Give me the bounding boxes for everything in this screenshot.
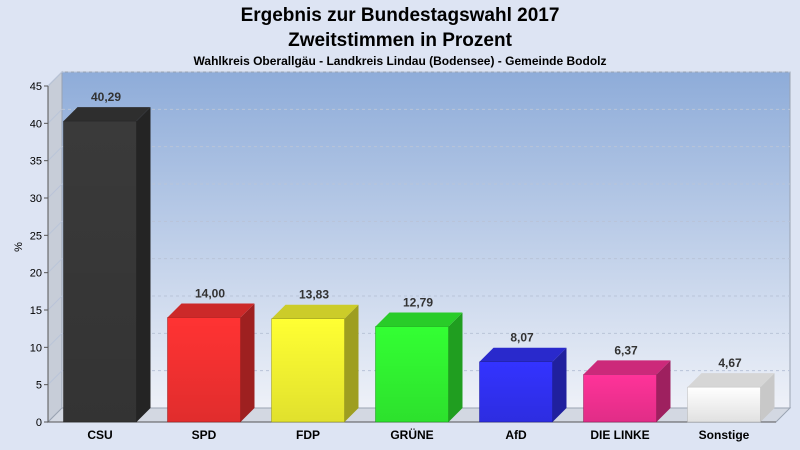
plot-side-wall bbox=[47, 70, 63, 424]
chart-location: Wahlkreis Oberallgäu - Landkreis Lindau … bbox=[194, 54, 607, 68]
y-tick-label: 30 bbox=[30, 193, 42, 205]
bar-top bbox=[63, 107, 151, 122]
x-tick-label: Sonstige bbox=[699, 428, 750, 442]
bar-side bbox=[656, 360, 671, 422]
bar-spd: 14,00 bbox=[167, 286, 255, 423]
bar-value-label: 12,79 bbox=[403, 296, 433, 310]
x-tick-label: DIE LINKE bbox=[590, 428, 649, 442]
gridline-side bbox=[47, 146, 63, 162]
category-labels: CSU SPD FDP GRÜNE AfD DIE LINKE Sonstige bbox=[87, 427, 749, 442]
bar-value-label: 4,67 bbox=[718, 356, 742, 370]
gridline-side bbox=[47, 258, 63, 274]
bar-top bbox=[687, 373, 775, 388]
gridline-side bbox=[47, 295, 63, 311]
x-tick-label: SPD bbox=[192, 428, 217, 442]
bar-top bbox=[375, 312, 463, 327]
bar-value-label: 6,37 bbox=[614, 343, 638, 357]
bar-front-shade bbox=[479, 361, 553, 422]
gridline-side bbox=[47, 220, 63, 236]
bar-top bbox=[167, 303, 255, 318]
y-tick-label: 25 bbox=[30, 230, 42, 242]
bar-front-shade bbox=[375, 326, 449, 422]
chart-subtitle: Zweitstimmen in Prozent bbox=[288, 30, 512, 51]
y-tick-label: 5 bbox=[36, 380, 42, 392]
bar-front-shade bbox=[167, 317, 241, 422]
gridline-side bbox=[47, 370, 63, 386]
bar-value-label: 14,00 bbox=[195, 286, 225, 300]
chart-title: Ergebnis zur Bundestagswahl 2017 bbox=[241, 5, 560, 26]
bar-top bbox=[479, 347, 567, 362]
x-tick-label: GRÜNE bbox=[390, 427, 433, 442]
bar-side bbox=[344, 304, 359, 422]
bar-grüne: 12,79 bbox=[375, 296, 463, 423]
bar-side bbox=[136, 107, 151, 422]
bar-front-shade bbox=[687, 387, 761, 422]
y-tick-label: 10 bbox=[30, 342, 42, 354]
bar-front-shade bbox=[271, 318, 345, 422]
bar-afd: 8,07 bbox=[479, 331, 567, 423]
bar-side bbox=[240, 303, 255, 422]
bar-side bbox=[760, 373, 775, 422]
bar-value-label: 13,83 bbox=[299, 288, 329, 302]
bar-die-linke: 6,37 bbox=[583, 343, 671, 423]
bar-value-label: 40,29 bbox=[91, 90, 121, 104]
gridline-side bbox=[47, 332, 63, 348]
y-tick-label: 35 bbox=[30, 156, 42, 168]
bar-side bbox=[448, 312, 463, 422]
bars: 40,29 14,00 13,83 12,79 8,07 6,37 4,67 bbox=[63, 90, 775, 423]
x-tick-label: FDP bbox=[296, 428, 320, 442]
y-tick-label: 40 bbox=[30, 118, 42, 130]
y-axis-label: % bbox=[13, 242, 25, 252]
bar-front-shade bbox=[583, 374, 657, 422]
bar-top bbox=[583, 360, 671, 375]
gridline-side bbox=[47, 183, 63, 199]
bar-csu: 40,29 bbox=[63, 90, 151, 423]
bar-front-shade bbox=[63, 121, 137, 422]
bar-sonstige: 4,67 bbox=[687, 356, 775, 423]
gridline-side bbox=[47, 71, 63, 87]
y-tick-label: 15 bbox=[30, 305, 42, 317]
bar-side bbox=[552, 347, 567, 422]
gridline-side bbox=[47, 108, 63, 124]
bar-value-label: 8,07 bbox=[510, 331, 534, 345]
x-tick-label: CSU bbox=[87, 428, 112, 442]
bar-top bbox=[271, 304, 359, 319]
y-tick-label: 20 bbox=[30, 268, 42, 280]
bar-fdp: 13,83 bbox=[271, 288, 359, 423]
y-tick-label: 45 bbox=[30, 81, 42, 93]
x-tick-label: AfD bbox=[505, 428, 527, 442]
y-tick-label: 0 bbox=[36, 417, 42, 429]
